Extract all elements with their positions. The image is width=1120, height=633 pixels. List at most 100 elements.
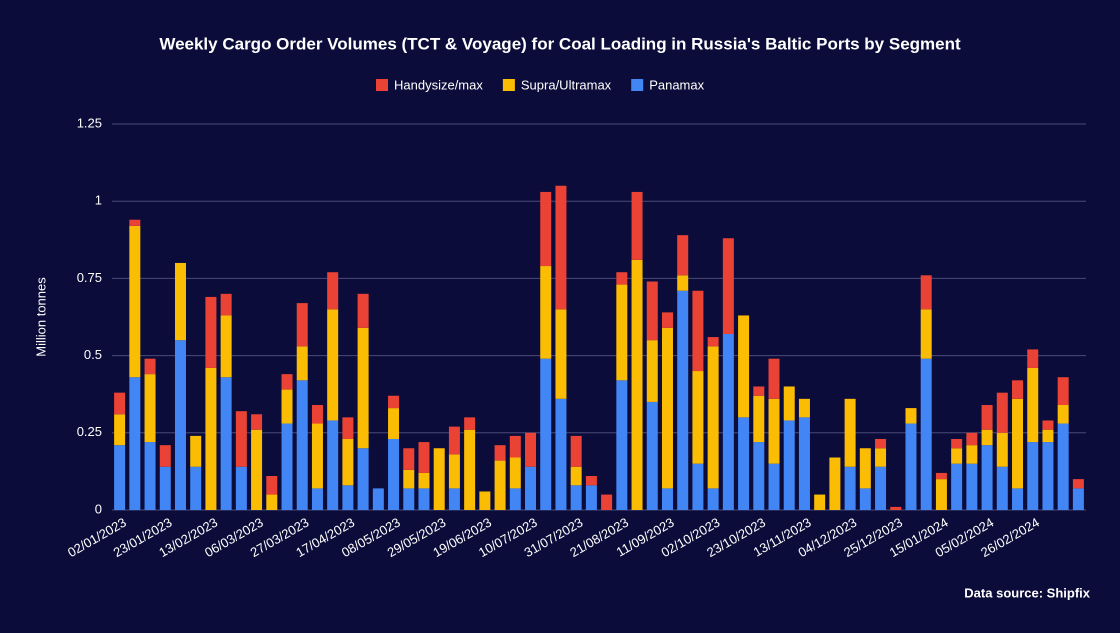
bar-segment — [281, 389, 293, 424]
bar-segment — [555, 309, 567, 399]
bar-segment — [616, 380, 628, 510]
bar-segment — [555, 185, 567, 310]
bar-segment — [753, 442, 765, 510]
bar-segment — [890, 506, 902, 510]
bar-segment — [875, 448, 887, 467]
y-tick-label: 1 — [95, 193, 102, 208]
y-tick-label: 0.25 — [77, 424, 102, 439]
bar-segment — [859, 448, 871, 489]
bar-segment — [981, 445, 993, 510]
bar-segment — [753, 395, 765, 443]
bar-segment — [966, 445, 978, 464]
bar-segment — [296, 380, 308, 510]
bar-segment — [722, 238, 734, 334]
bar-segment — [296, 303, 308, 347]
bar-segment — [281, 374, 293, 390]
bar-segment — [342, 438, 354, 486]
y-tick-label: 0.75 — [77, 270, 102, 285]
bar-segment — [692, 463, 704, 510]
bar-segment — [540, 191, 552, 267]
bar-segment — [418, 488, 430, 510]
bar-segment — [905, 423, 917, 510]
bar-segment — [114, 445, 126, 510]
bar-segment — [570, 435, 582, 467]
bar-segment — [768, 398, 780, 464]
legend-swatch — [631, 79, 644, 91]
bar-segment — [935, 479, 947, 510]
bar-segment — [464, 429, 476, 510]
bar-segment — [388, 395, 400, 409]
bar-segment — [525, 432, 537, 467]
bar-segment — [388, 408, 400, 439]
bar-segment — [509, 435, 521, 458]
bar-segment — [981, 429, 993, 446]
bar-segment — [722, 333, 734, 510]
bar-segment — [494, 460, 506, 510]
bar-segment — [525, 466, 537, 510]
bar-segment — [1042, 420, 1054, 430]
bar-segment — [509, 488, 521, 510]
bar-segment — [418, 472, 430, 489]
y-axis-label: Million tonnes — [33, 277, 48, 357]
bar-segment — [342, 417, 354, 439]
bar-segment — [1042, 429, 1054, 443]
bar-segment — [692, 371, 704, 464]
bar-segment — [403, 488, 415, 510]
legend-swatch — [502, 79, 515, 91]
bar-segment — [220, 293, 232, 316]
bar-segment — [220, 315, 232, 378]
bar-segment — [296, 346, 308, 381]
bar-segment — [966, 463, 978, 510]
bar-segment — [205, 296, 217, 368]
bar-segment — [616, 284, 628, 381]
bar-segment — [1057, 423, 1069, 510]
bar-segment — [814, 494, 826, 510]
bar-segment — [631, 191, 643, 260]
bar-segment — [357, 448, 369, 510]
bar-segment — [311, 405, 323, 424]
bar-segment — [783, 420, 795, 510]
bar-segment — [1057, 405, 1069, 424]
legend-label: Supra/Ultramax — [521, 77, 612, 92]
y-tick-label: 0 — [95, 501, 102, 516]
bar-segment — [570, 485, 582, 510]
bar-segment — [951, 463, 963, 510]
bar-segment — [707, 337, 719, 347]
bar-segment — [555, 398, 567, 510]
bar-segment — [540, 266, 552, 359]
bar-segment — [159, 466, 171, 510]
bar-segment — [464, 417, 476, 430]
bar-segment — [372, 488, 384, 510]
bar-segment — [327, 272, 339, 310]
bar-segment — [357, 327, 369, 449]
bar-segment — [996, 392, 1008, 433]
bar-segment — [631, 259, 643, 510]
bar-segment — [859, 488, 871, 510]
bar-segment — [448, 454, 460, 489]
bar-segment — [448, 488, 460, 510]
bar-segment — [738, 315, 750, 418]
legend-swatch — [376, 79, 388, 91]
bar-segment — [357, 293, 369, 328]
bar-segment — [190, 435, 202, 467]
bar-segment — [570, 466, 582, 486]
bar-segment — [920, 275, 932, 310]
bar-segment — [129, 225, 141, 378]
bar-segment — [1042, 442, 1054, 510]
y-tick-label: 0.5 — [84, 347, 102, 362]
bar-segment — [798, 398, 810, 418]
bar-segment — [996, 466, 1008, 510]
legend-label: Panamax — [649, 77, 704, 92]
bar-segment — [768, 358, 780, 399]
bar-segment — [920, 309, 932, 359]
bar-segment — [661, 488, 673, 510]
bar-segment — [677, 290, 689, 510]
bar-segment — [844, 466, 856, 510]
bar-segment — [768, 463, 780, 510]
bar-segment — [174, 340, 186, 510]
bar-segment — [144, 374, 156, 443]
bar-segment — [1072, 479, 1084, 489]
bar-segment — [875, 438, 887, 449]
bar-segment — [403, 469, 415, 489]
